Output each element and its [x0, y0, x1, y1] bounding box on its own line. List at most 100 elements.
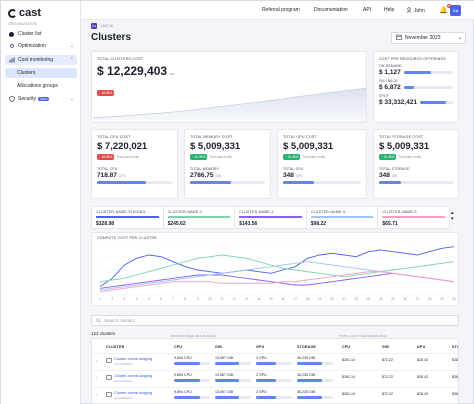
notification-count: 5 — [447, 4, 451, 8]
logo[interactable]: cast — [8, 7, 41, 19]
resource-value: 9,894 CPU — [174, 356, 192, 360]
user-name: John — [414, 8, 425, 14]
resource-bar — [297, 379, 333, 382]
column-header[interactable]: CPU — [174, 345, 183, 349]
resource-cell: 2 GPU — [256, 390, 292, 399]
sidebar-item-optimization[interactable]: ⚙ Optimization ⌄ — [5, 41, 77, 51]
chart-x-tick-label: 8 — [185, 297, 187, 301]
sidebar: cast ORGANIZATION Cluster list ⚙ Optimiz… — [1, 1, 81, 404]
cost-cell: $38 — [452, 358, 458, 362]
cost-cell: $28.43 — [417, 375, 428, 379]
sidebar-item-cluster-list[interactable]: Cluster list — [5, 29, 77, 39]
sidebar-item-clusters[interactable]: Clusters — [5, 68, 77, 78]
offering-item-bar — [403, 86, 453, 89]
total-cost-change-wrap: ↓ 18.58% — [97, 81, 115, 99]
cluster-strip-item[interactable]: CLUSTER-NAME-3 $143.56 — [235, 207, 307, 228]
resource-value: 9,894 CPU — [174, 390, 192, 394]
column-header[interactable]: GPU — [417, 345, 426, 349]
cluster-strip-item[interactable]: CLUSTER-NAME-STAGING $328.98 — [92, 207, 164, 228]
resource-bar-fill — [256, 396, 276, 399]
group-cost-label: TOTAL COST PER RESOURCE — [339, 334, 387, 338]
breadcrumb[interactable]: CA CAST AI — [91, 23, 113, 29]
chart-x-tick-label: 28 — [428, 297, 432, 301]
period-value: November 2023 — [405, 35, 441, 41]
period-selector[interactable]: November 2023 ⌄ — [391, 32, 466, 44]
metric-card-sub-unit: GiB — [391, 174, 398, 178]
cluster-cost-strip[interactable]: CLUSTER-NAME-STAGING $328.98 CLUSTER-NAME-… — [91, 206, 450, 229]
chart-series-line[interactable] — [99, 272, 455, 289]
table-row[interactable]: › Cluster-name-staging cjmpn2032027 9,894 C… — [92, 353, 458, 367]
cluster-name[interactable]: Cluster-name-staging — [114, 356, 153, 361]
strip-scroll-arrows[interactable]: ▴ ▾ — [451, 210, 457, 224]
help-link[interactable]: Help — [384, 7, 395, 13]
metric-card-sub-row: 348 GPU — [283, 171, 361, 179]
compute-cost-chart[interactable]: 1 2 3 4 5 6 7 8 9 10 11 12 13 14 15 16 17 18 19 20 21 22 23 24 2… — [92, 233, 460, 307]
offering-item-bar-fill — [403, 86, 414, 89]
chart-series-line[interactable] — [99, 271, 455, 293]
cluster-strip-item[interactable]: CLUSTER-NAME-4 $98.22 — [307, 207, 379, 228]
column-header[interactable]: STO — [452, 345, 458, 349]
avatar[interactable]: CA — [450, 5, 461, 16]
resource-bar-fill — [174, 379, 200, 382]
column-header[interactable]: STORAGE — [297, 345, 317, 349]
metric-card-change-row: ↑ 15.38% Than last month — [379, 154, 453, 160]
chart-series-line[interactable] — [99, 254, 455, 283]
resource-value: 13,567 GiB — [215, 356, 233, 360]
bell-icon: 🔔 — [439, 7, 448, 14]
chart-series-line[interactable] — [99, 261, 455, 291]
offering-item-row: $ 1,127 — [379, 68, 453, 76]
cluster-name-cell[interactable]: Cluster-name-staging cjmpn2032027 — [114, 373, 152, 383]
resource-cell: 9,894 CPU — [174, 356, 210, 365]
cluster-strip-name: CLUSTER-NAME-3 — [239, 210, 302, 218]
resource-cell: 2 GPU — [256, 373, 292, 382]
row-arrow-icon[interactable]: › — [96, 392, 98, 397]
metric-card-label: TOTAL CPU COST — [97, 135, 131, 139]
shield-icon — [9, 96, 15, 102]
arrow-down-icon[interactable]: ▾ — [451, 216, 454, 222]
row-arrow-icon[interactable]: › — [96, 375, 98, 380]
sidebar-item-security[interactable]: Security NEW ⌄ — [5, 94, 77, 104]
table-row[interactable]: › Cluster-name-staging cjmpn2032027 9,894 C… — [92, 387, 458, 401]
metric-card-bar-fill — [283, 181, 315, 184]
total-cost-value: $ 12,229,403 — [97, 64, 168, 78]
column-header[interactable]: GIB — [382, 345, 389, 349]
cost-cell: $38 — [452, 375, 458, 379]
chart-x-tick-label: 20 — [330, 297, 334, 301]
chart-x-tick-label: 21 — [342, 297, 346, 301]
search-input[interactable]: Search clusters — [91, 315, 459, 326]
chart-x-tick-label: 19 — [318, 297, 322, 301]
metric-card-label: TOTAL MEMORY COST — [190, 135, 233, 139]
cluster-strip-item[interactable]: CLUSTER-NAME-5 $65.71 — [378, 207, 449, 228]
metric-card-bar — [379, 181, 453, 184]
referral-link[interactable]: Referral program — [262, 7, 300, 13]
cluster-name-cell[interactable]: Cluster-name-staging cjmpn2032027 — [114, 356, 152, 366]
cluster-strip-item[interactable]: CLUSTER-NAME-2 $245.62 — [164, 207, 236, 228]
metric-card-label: TOTAL STORAGE COST — [379, 135, 424, 139]
row-arrow-icon[interactable]: › — [96, 358, 98, 363]
documentation-link[interactable]: Documentation — [314, 7, 348, 13]
chevron-down-icon: ⌄ — [69, 43, 74, 49]
chevron-down-icon: ⌄ — [457, 35, 462, 41]
cluster-name[interactable]: Cluster-name-staging — [114, 390, 153, 395]
cluster-name[interactable]: Cluster-name-staging — [114, 373, 153, 378]
column-header[interactable]: CLUSTER — [106, 345, 125, 349]
chevron-up-icon: ⌃ — [69, 57, 74, 63]
notifications-button[interactable]: 🔔 5 — [439, 4, 451, 14]
column-header[interactable]: CPU — [342, 345, 351, 349]
metric-card-value: $ 7,220,021 — [97, 141, 148, 152]
offering-item-bar-fill — [403, 71, 431, 74]
chart-x-tick-label: 2 — [111, 297, 113, 301]
arrow-up-icon[interactable]: ▴ — [451, 210, 454, 216]
table-row[interactable]: › Cluster-name-staging cjmpn2032027 9,894 C… — [92, 370, 458, 384]
logo-icon — [8, 8, 17, 18]
cluster-name-cell[interactable]: Cluster-name-staging cjmpn2032027 — [114, 390, 152, 400]
resource-cell: 13,567 GiB — [215, 356, 251, 365]
column-header[interactable]: GIB — [215, 345, 222, 349]
sidebar-item-allocation-groups[interactable]: Allocations groups — [5, 81, 77, 91]
sidebar-item-cost-monitoring[interactable]: Cost monitoring ⌃ — [5, 55, 77, 65]
chart-series-line[interactable] — [99, 246, 455, 288]
column-header[interactable]: GPU — [256, 345, 265, 349]
user-menu[interactable]: John — [406, 7, 425, 15]
api-link[interactable]: API — [363, 7, 372, 13]
cost-cell: $281.14 — [342, 358, 355, 362]
